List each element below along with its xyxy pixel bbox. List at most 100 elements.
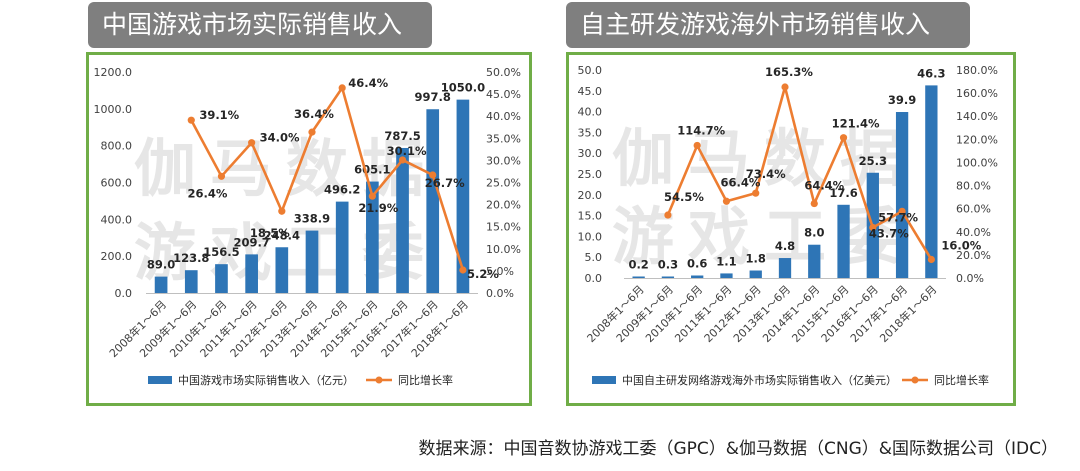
y-right-tick-label: 20.0%	[486, 199, 521, 212]
bar	[778, 258, 792, 278]
growth-value-label: 16.0%	[941, 239, 981, 253]
y-right-tick-label: 80.0%	[956, 180, 991, 193]
bar	[808, 244, 821, 278]
growth-value-label: 26.4%	[188, 186, 228, 200]
bar	[925, 85, 938, 278]
y-left-tick-label: 50.0	[578, 64, 603, 77]
bar	[154, 276, 168, 293]
bar	[245, 254, 258, 293]
growth-point	[722, 197, 731, 205]
bar	[720, 273, 733, 278]
bar	[691, 275, 704, 278]
growth-value-label: 114.7%	[677, 123, 725, 137]
growth-value-label: 46.4%	[348, 76, 388, 90]
y-left-tick-label: 1200.0	[94, 66, 133, 79]
growth-point	[927, 255, 935, 264]
y-left-tick-label: 15.0	[578, 210, 603, 223]
growth-value-label: 36.4%	[294, 107, 334, 121]
legend-line-marker	[375, 376, 383, 384]
y-left-tick-label: 0.0	[585, 272, 603, 285]
growth-point	[338, 84, 346, 92]
bar	[632, 276, 645, 278]
growth-value-label: 57.7%	[878, 210, 918, 224]
chart-title-right: 自主研发游戏海外市场销售收入	[566, 2, 970, 48]
y-right-tick-label: 100.0%	[956, 156, 998, 169]
bar-value-label: 0.3	[658, 258, 678, 272]
y-left-tick-label: 400.0	[101, 213, 133, 226]
growth-point	[278, 207, 286, 215]
growth-point	[308, 128, 316, 136]
bar-value-label: 8.0	[804, 226, 824, 240]
y-right-tick-label: 25.0%	[486, 177, 521, 190]
growth-point	[429, 171, 437, 179]
growth-line	[666, 85, 933, 261]
growth-point	[898, 207, 906, 215]
y-left-tick-label: 10.0	[578, 230, 603, 243]
chart-title-left: 中国游戏市场实际销售收入	[88, 2, 432, 48]
growth-value-label: 5.2%	[467, 267, 499, 281]
growth-point	[810, 199, 818, 208]
growth-point	[368, 192, 376, 200]
bar-value-label: 248.4	[264, 228, 300, 242]
bar-value-label: 338.9	[294, 212, 330, 226]
y-left-tick-label: 200.0	[101, 250, 133, 263]
growth-point	[752, 189, 760, 197]
y-left-tick-label: 800.0	[101, 140, 133, 153]
y-right-tick-label: 45.0%	[486, 88, 521, 101]
legend-bar-swatch	[592, 376, 616, 384]
bar	[184, 270, 198, 293]
y-right-tick-label: 30.0%	[486, 154, 521, 167]
y-right-tick-label: 180.0%	[956, 64, 998, 77]
y-right-tick-label: 40.0%	[956, 226, 991, 239]
y-right-tick-label: 15.0%	[486, 221, 521, 234]
bar-value-label: 787.5	[384, 129, 420, 143]
y-right-tick-label: 0.0%	[956, 272, 984, 285]
bar-value-label: 17.6	[829, 186, 857, 200]
growth-value-label: 165.3%	[765, 65, 813, 79]
bar-value-label: 1.1	[716, 254, 736, 268]
bar-value-label: 997.8	[415, 90, 451, 104]
bar	[305, 230, 319, 293]
y-left-tick-label: 0.0	[115, 287, 133, 300]
bar-value-label: 0.6	[687, 257, 707, 271]
y-right-tick-label: 5.0%	[486, 265, 514, 278]
y-left-tick-label: 5.0	[585, 251, 603, 264]
y-left-tick-label: 1000.0	[94, 103, 133, 116]
growth-line	[190, 86, 465, 271]
y-right-tick-label: 50.0%	[486, 66, 521, 79]
bar	[366, 181, 379, 293]
watermark-line-2: 游戏工委	[612, 200, 916, 273]
growth-point	[217, 172, 226, 180]
growth-value-label: 121.4%	[832, 117, 880, 131]
y-left-tick-label: 45.0	[578, 85, 603, 98]
bar	[837, 204, 850, 278]
growth-value-label: 26.7%	[425, 176, 465, 190]
growth-point	[459, 266, 467, 274]
bar	[275, 247, 289, 293]
growth-value-label: 30.1%	[387, 144, 427, 158]
bar	[456, 99, 470, 293]
y-left-tick-label: 30.0	[578, 147, 603, 160]
growth-value-label: 18.5%	[250, 226, 290, 240]
y-right-tick-label: 160.0%	[956, 87, 998, 100]
bar	[215, 264, 228, 293]
y-left-tick-label: 20.0	[578, 189, 603, 202]
y-right-tick-label: 0.0%	[486, 287, 514, 300]
bar-value-label: 46.3	[917, 66, 945, 80]
y-right-tick-label: 20.0%	[956, 249, 991, 262]
growth-value-label: 34.0%	[260, 131, 300, 145]
bar-value-label: 209.7	[233, 235, 269, 249]
bar-value-label: 605.1	[354, 163, 390, 177]
legend-bar-label: 中国自主研发网络游戏海外市场实际销售收入（亿美元）	[622, 373, 897, 387]
growth-point	[248, 139, 256, 147]
bar	[749, 270, 762, 278]
growth-point	[693, 141, 701, 150]
legend-bar-label: 中国游戏市场实际销售收入（亿元）	[178, 373, 354, 387]
growth-point	[839, 134, 848, 142]
legend-line-label: 同比增长率	[934, 373, 989, 387]
growth-value-label: 21.9%	[358, 201, 398, 215]
bar-value-label: 156.5	[203, 245, 239, 259]
y-left-tick-label: 40.0	[578, 106, 603, 119]
y-right-tick-label: 10.0%	[486, 243, 521, 256]
y-left-tick-label: 35.0	[578, 126, 603, 139]
